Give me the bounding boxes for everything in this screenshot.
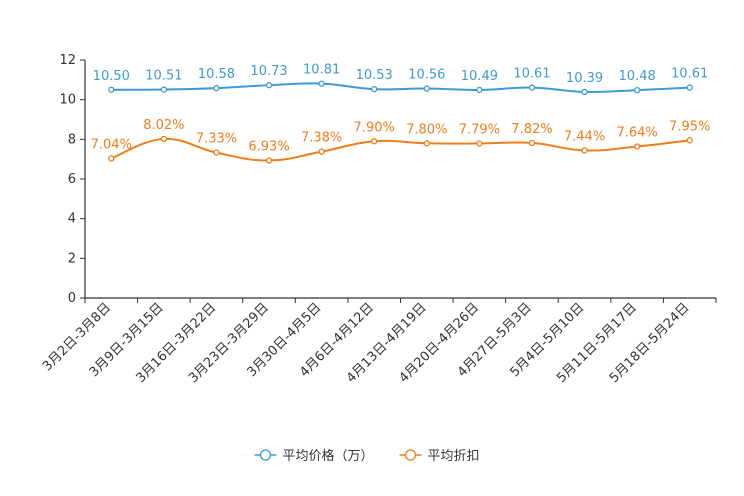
data-point — [160, 86, 168, 93]
data-point — [371, 138, 378, 145]
data-point — [213, 85, 220, 92]
data-label: 10.73 — [250, 64, 287, 79]
y-tick-label: 10 — [59, 93, 76, 108]
legend-item-2[interactable]: 平均折扣 — [399, 449, 480, 464]
data-point — [371, 86, 378, 93]
data-label: 7.33% — [196, 132, 237, 147]
y-tick-label: 12 — [59, 53, 76, 68]
data-label: 7.04% — [91, 137, 132, 152]
series-line — [111, 82, 690, 94]
data-point — [528, 139, 536, 147]
data-label: 6.93% — [248, 140, 289, 155]
legend-marker — [259, 449, 272, 461]
data-point — [108, 86, 115, 93]
data-label: 7.95% — [669, 119, 710, 134]
data-label: 7.44% — [564, 129, 605, 144]
axes: 0246810123月2日-3月8日3月9日-3月15日3月16日-3月22日3… — [40, 53, 717, 386]
data-label: 7.64% — [616, 125, 657, 140]
data-point — [581, 88, 588, 96]
data-point — [265, 82, 273, 89]
series-2: 7.04% 8.02% 7.33% 6.93% 7.38% 7.90% 7.80% 7.79%… — [91, 118, 710, 164]
data-label: 10.61 — [671, 67, 708, 82]
data-point — [108, 155, 115, 162]
data-point — [528, 84, 536, 91]
data-label: 10.49 — [461, 69, 498, 84]
data-point — [686, 84, 693, 91]
data-point — [423, 85, 430, 92]
data-point — [686, 137, 693, 144]
data-point — [581, 147, 588, 154]
y-tick-label: 8 — [68, 132, 76, 147]
data-point — [476, 86, 483, 94]
data-label: 10.58 — [198, 67, 235, 82]
data-label: 10.81 — [303, 63, 340, 78]
y-tick-label: 2 — [68, 251, 76, 266]
data-point — [633, 143, 641, 150]
y-tick-label: 0 — [68, 291, 76, 306]
series-layer: 10.50 10.51 10.58 10.73 10.81 10.53 10.56 10.49… — [91, 63, 710, 164]
data-point — [265, 157, 273, 164]
data-point — [318, 80, 325, 87]
data-point — [213, 149, 220, 156]
data-label: 10.56 — [408, 68, 445, 83]
legend-label: 平均价格（万） — [283, 448, 374, 464]
data-point — [160, 135, 168, 143]
data-label: 10.53 — [356, 68, 393, 83]
y-tick-label: 6 — [68, 172, 76, 187]
data-label: 10.50 — [93, 69, 130, 84]
data-label: 10.48 — [619, 69, 656, 84]
data-point — [633, 86, 641, 94]
data-point — [476, 140, 483, 147]
legend-label: 平均折扣 — [428, 449, 480, 464]
data-label: 10.61 — [513, 67, 550, 82]
series-line — [110, 137, 690, 162]
data-label: 7.79% — [459, 122, 500, 137]
data-label: 10.39 — [566, 71, 603, 86]
data-label: 10.51 — [145, 69, 182, 84]
data-label: 7.90% — [354, 120, 395, 135]
series-1: 10.50 10.51 10.58 10.73 10.81 10.53 10.56 10.49… — [93, 63, 708, 96]
data-point — [318, 148, 325, 155]
legend: 平均价格（万） 平均折扣 — [254, 448, 480, 464]
data-label: 7.80% — [406, 122, 447, 137]
legend-marker — [404, 449, 417, 461]
data-label: 7.38% — [301, 131, 342, 146]
data-label: 8.02% — [143, 118, 184, 133]
data-point — [423, 140, 430, 147]
y-tick-label: 4 — [68, 212, 76, 227]
data-label: 7.82% — [511, 122, 552, 137]
legend-item-1[interactable]: 平均价格（万） — [254, 448, 374, 464]
